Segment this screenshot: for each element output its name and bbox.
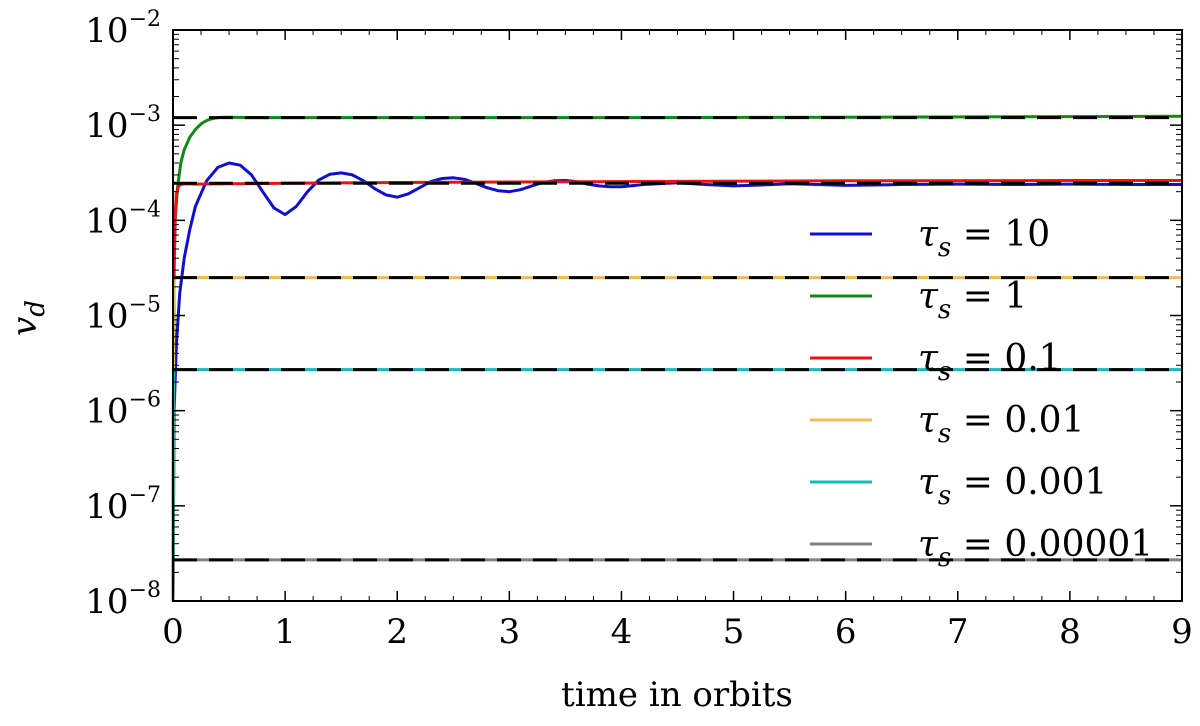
y-tick-base: 10: [85, 11, 128, 51]
x-tick-label: 6: [835, 612, 857, 652]
y-tick-exponent: −6: [129, 388, 161, 413]
y-tick-exponent: −5: [129, 293, 161, 318]
y-tick-label: 10−2: [85, 7, 161, 51]
legend-value: = 0.00001: [951, 524, 1153, 565]
legend-label-2: τs = 1: [918, 276, 1027, 325]
x-tick-label: 8: [1059, 612, 1081, 652]
y-tick-exponent: −4: [129, 197, 161, 222]
legend-value: = 1: [951, 276, 1027, 317]
y-tick-label: 10−6: [85, 388, 161, 432]
legend-subscript: s: [938, 543, 951, 573]
plot-frame: [172, 29, 1183, 602]
legend-subscript: s: [938, 419, 951, 449]
x-tick-label: 4: [611, 612, 633, 652]
legend-value: = 10: [951, 214, 1050, 255]
x-tick-label: 3: [499, 612, 521, 652]
legend-value: = 0.01: [951, 400, 1084, 441]
y-tick-base: 10: [85, 487, 128, 527]
legend-symbol: τ: [918, 524, 939, 565]
y-tick-exponent: −2: [129, 7, 161, 32]
y-tick-base: 10: [85, 201, 128, 241]
legend-label-5: τs = 0.001: [918, 462, 1107, 511]
y-tick-base: 10: [85, 392, 128, 432]
y-tick-label: 10−3: [85, 102, 161, 146]
y-tick-exponent: −3: [129, 102, 161, 127]
series-line-1: [171, 161, 1182, 602]
legend-value: = 0.1: [951, 338, 1061, 379]
x-axis-label: time in orbits: [561, 675, 793, 715]
legend-subscript: s: [938, 357, 951, 387]
y-tick-exponent: −8: [129, 578, 161, 603]
y-tick-label: 10−5: [85, 293, 161, 337]
legend-label-4: τs = 0.01: [918, 400, 1084, 449]
legend-subscript: s: [938, 295, 951, 325]
x-tick-label: 9: [1171, 612, 1193, 652]
x-tick-label: 0: [162, 612, 184, 652]
legend-value: = 0.001: [951, 462, 1107, 503]
x-tick-label: 5: [723, 612, 745, 652]
y-axis-label: vd: [5, 300, 51, 336]
legend-label-1: τs = 10: [918, 214, 1050, 263]
legend-label-3: τs = 0.1: [918, 338, 1062, 387]
legend-symbol: τ: [918, 338, 939, 379]
y-tick-label: 10−8: [85, 578, 161, 622]
x-tick-label: 1: [274, 612, 296, 652]
y-tick-label: 10−4: [85, 197, 161, 241]
legend-label-6: τs = 0.00001: [918, 524, 1153, 573]
reference-lines: [173, 116, 1182, 562]
y-axis-label-subscript: d: [21, 300, 51, 317]
legend-symbol: τ: [918, 462, 939, 503]
y-tick-exponent: −7: [129, 483, 161, 508]
legend-symbol: τ: [918, 214, 939, 255]
legend-subscript: s: [938, 233, 951, 263]
series-line-6: [171, 558, 1182, 602]
y-tick-base: 10: [85, 106, 128, 146]
legend-symbol: τ: [918, 276, 939, 317]
y-tick-label: 10−7: [85, 483, 161, 527]
y-tick-base: 10: [85, 582, 128, 622]
tick-labels: 0 1 2 3 4 5 6 7 8 910−210−310−410−510−610−710−8: [85, 7, 1193, 652]
y-axis-label-main: v: [5, 317, 45, 336]
legend-subscript: s: [938, 481, 951, 511]
x-tick-label: 2: [386, 612, 408, 652]
y-tick-base: 10: [85, 297, 128, 337]
x-tick-label: 7: [947, 612, 969, 652]
legend-symbol: τ: [918, 400, 939, 441]
